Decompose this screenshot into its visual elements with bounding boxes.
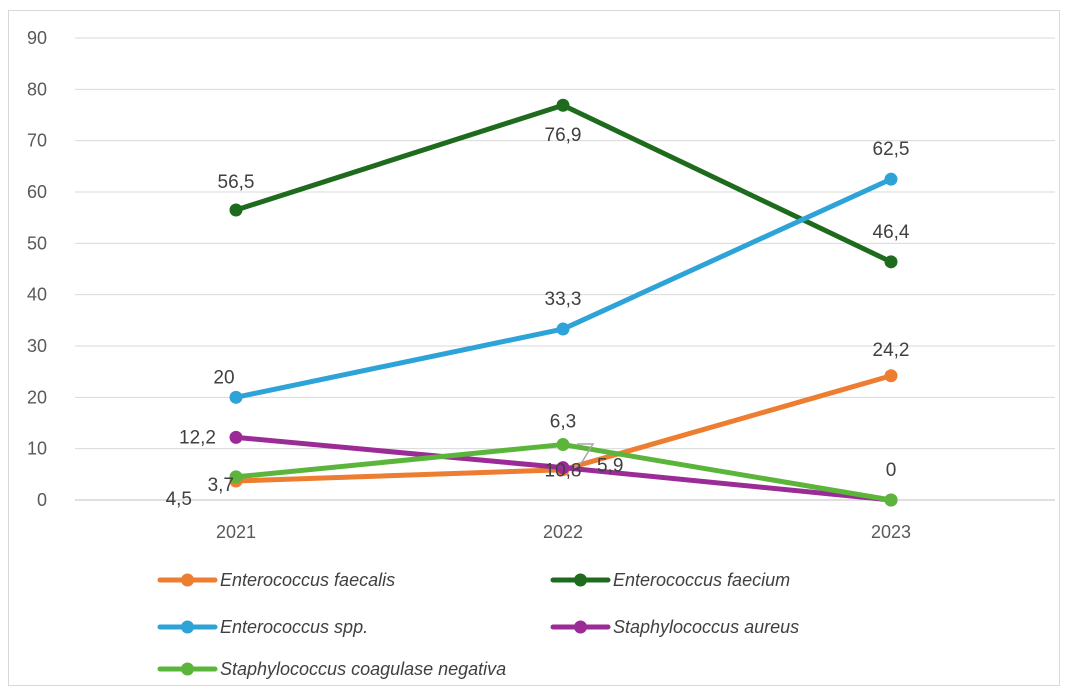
data-point-4-2 <box>884 493 898 507</box>
y-tick-label-80: 80 <box>27 79 47 99</box>
data-labels: 3,7 5,9 24,2 56,5 76,9 46,4 20 33,3 62,5 12,2 6,3 0… <box>166 125 910 510</box>
data-point-2-1 <box>556 322 570 336</box>
x-axis-tick-labels: 2021 2022 2023 <box>216 522 911 542</box>
legend-item-4: Staphylococcus coagulase negativa <box>157 659 506 679</box>
data-point-1-0 <box>229 203 243 217</box>
data-label-2-1: 33,3 <box>545 289 582 310</box>
y-axis-tick-labels: 0 10 20 30 40 50 60 70 80 90 <box>27 28 47 510</box>
legend: Enterococcus faecalis Enterococcus faeciu… <box>157 570 799 679</box>
y-tick-label-0: 0 <box>37 490 47 510</box>
data-point-4-0 <box>229 470 243 484</box>
series-1 <box>229 98 898 269</box>
legend-marker-2 <box>181 620 194 634</box>
data-point-3-0 <box>229 430 243 444</box>
data-label-4-0: 4,5 <box>166 489 192 510</box>
data-point-2-2 <box>884 172 898 186</box>
legend-item-1: Enterococcus faecium <box>550 570 790 590</box>
y-tick-label-20: 20 <box>27 387 47 407</box>
y-tick-label-30: 30 <box>27 336 47 356</box>
legend-label-2: Enterococcus spp. <box>220 617 368 637</box>
data-label-3-2: 0 <box>886 460 897 481</box>
data-label-1-0: 56,5 <box>218 172 255 193</box>
legend-item-3: Staphylococcus aureus <box>550 617 799 637</box>
legend-marker-4 <box>181 662 194 676</box>
data-label-2-2: 62,5 <box>873 139 910 160</box>
y-tick-label-40: 40 <box>27 285 47 305</box>
data-point-3-1 <box>556 461 570 475</box>
data-point-1-2 <box>884 255 898 269</box>
data-label-2-0: 20 <box>213 367 234 388</box>
data-point-4-1 <box>556 438 570 452</box>
legend-label-3: Staphylococcus aureus <box>613 617 799 637</box>
x-tick-label-2023: 2023 <box>871 522 911 542</box>
legend-label-1: Enterococcus faecium <box>613 570 790 590</box>
series-2 <box>229 172 898 404</box>
data-point-1-1 <box>556 98 570 112</box>
data-label-0-2: 24,2 <box>873 340 910 361</box>
legend-item-0: Enterococcus faecalis <box>157 570 395 590</box>
y-tick-label-70: 70 <box>27 131 47 151</box>
data-label-4-1: 10,8 <box>545 461 582 482</box>
data-label-0-0: 3,7 <box>208 475 234 496</box>
data-point-0-2 <box>884 369 898 383</box>
series-group <box>229 98 898 507</box>
data-label-1-2: 46,4 <box>873 222 910 243</box>
legend-label-4: Staphylococcus coagulase negativa <box>220 659 506 679</box>
data-point-2-0 <box>229 390 243 404</box>
legend-label-0: Enterococcus faecalis <box>220 570 395 590</box>
legend-item-2: Enterococcus spp. <box>157 617 368 637</box>
chart-frame <box>8 10 1060 686</box>
data-label-3-1: 6,3 <box>550 412 576 433</box>
x-tick-label-2021: 2021 <box>216 522 256 542</box>
legend-marker-3 <box>574 620 587 634</box>
series-4 <box>229 438 898 507</box>
data-label-3-0: 12,2 <box>179 427 216 448</box>
y-tick-label-60: 60 <box>27 182 47 202</box>
y-tick-label-90: 90 <box>27 28 47 48</box>
x-tick-label-2022: 2022 <box>543 522 583 542</box>
legend-marker-1 <box>574 573 587 587</box>
data-label-0-1: 5,9 <box>597 456 623 477</box>
y-tick-label-10: 10 <box>27 439 47 459</box>
legend-marker-0 <box>181 573 194 587</box>
leader-line <box>573 443 595 469</box>
y-tick-label-50: 50 <box>27 233 47 253</box>
data-label-1-1: 76,9 <box>545 125 582 146</box>
